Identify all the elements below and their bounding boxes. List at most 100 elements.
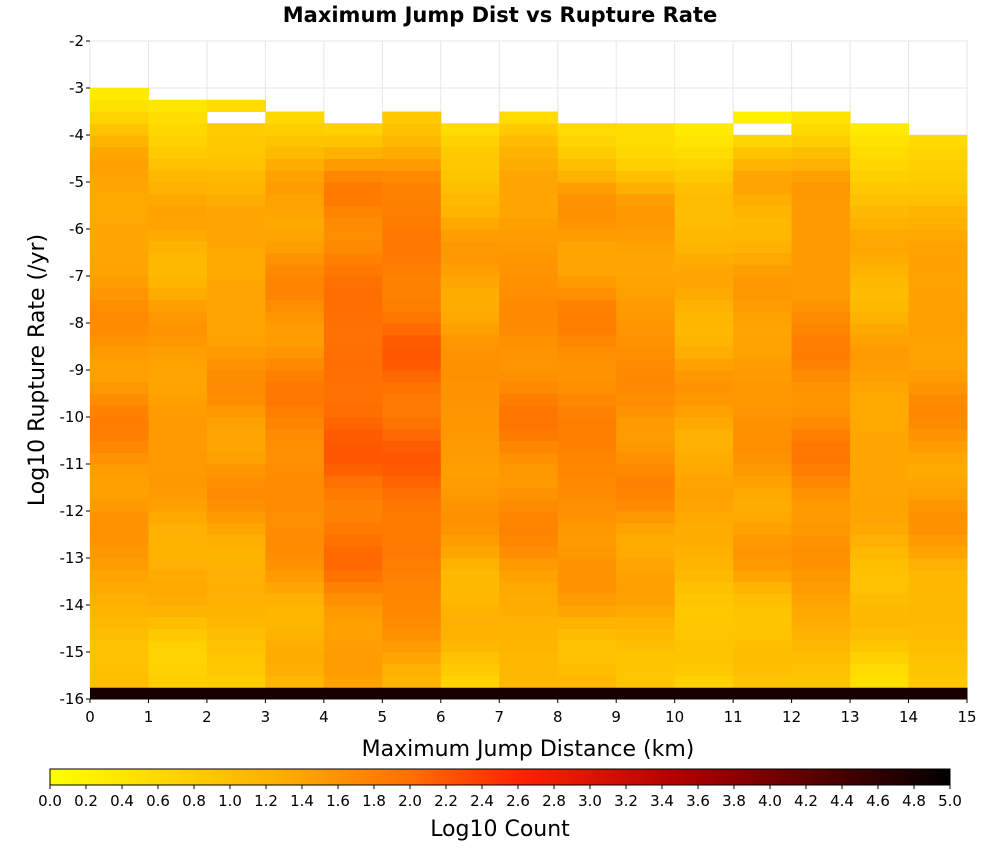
heatmap-cell [791,276,851,289]
heatmap-cell [557,593,617,606]
heatmap-cell [674,334,734,347]
heatmap-cell [148,581,208,594]
heatmap-cell [674,170,734,183]
heatmap-cell [850,487,910,500]
heatmap-cell [148,252,208,265]
heatmap-cell [382,487,442,500]
heatmap-cell [265,346,325,359]
heatmap-cell [265,487,325,500]
heatmap-cell [674,405,734,418]
heatmap-cell [733,440,793,453]
colorbar-tick-label-8: 1.6 [326,792,350,810]
heatmap-cell [674,123,734,136]
heatmap-cell [265,663,325,676]
heatmap-cell [616,217,676,230]
heatmap-cell [323,593,383,606]
heatmap-cell [148,640,208,653]
heatmap-cell [557,464,617,477]
heatmap-cell [90,687,149,700]
colorbar-tick-label-6: 1.2 [254,792,278,810]
heatmap-cell [616,687,676,700]
heatmap-cell [850,334,910,347]
heatmap-cell [674,381,734,394]
heatmap-cell [908,358,968,371]
heatmap-cell [557,252,617,265]
heatmap-cell [733,522,793,535]
heatmap-cell [908,534,968,547]
heatmap-cell [674,287,734,300]
heatmap-cell [616,652,676,665]
colorbar [49,768,951,786]
heatmap-cell [674,135,734,148]
heatmap-cell [440,170,500,183]
heatmap-cell [616,569,676,582]
colorbar-tick-label-7: 1.4 [290,792,314,810]
heatmap-cell [206,558,266,571]
heatmap-cell [382,417,442,430]
heatmap-cell [206,546,266,559]
heatmap-cell [323,334,383,347]
heatmap-cell [148,605,208,618]
heatmap-cell [90,393,149,406]
heatmap-cell [382,123,442,136]
heatmap-cell [674,616,734,629]
heatmap-cell [616,511,676,524]
heatmap-cell [791,381,851,394]
heatmap-cell [206,581,266,594]
y-tick-label-10: -12 [60,502,85,520]
heatmap-cell [733,581,793,594]
heatmap-cell [90,616,149,629]
heatmap-cell [616,146,676,159]
heatmap-cell [90,381,149,394]
x-tick-label-2: 2 [202,708,212,726]
heatmap-cell [323,299,383,312]
heatmap-cell [733,323,793,336]
heatmap-cell [674,640,734,653]
heatmap-cell [382,311,442,324]
heatmap-cell [206,370,266,383]
heatmap-cell [908,346,968,359]
heatmap-cell [850,276,910,289]
heatmap-cell [733,311,793,324]
colorbar-tick-label-12: 2.4 [470,792,494,810]
heatmap-cell [90,229,149,242]
heatmap-cell [733,240,793,253]
heatmap-cell [148,111,208,124]
heatmap-cell [616,581,676,594]
heatmap-cell [323,499,383,512]
heatmap-cell [791,616,851,629]
heatmap-cell [499,323,559,336]
heatmap-cell [265,511,325,524]
heatmap-cell [440,193,500,206]
x-tick-label-14: 14 [899,708,918,726]
heatmap-cell [674,311,734,324]
colorbar-tick-label-22: 4.4 [830,792,854,810]
heatmap-cell [557,299,617,312]
heatmap-cell [323,605,383,618]
heatmap-cell [850,135,910,148]
heatmap-cell [616,546,676,559]
heatmap-cell [791,311,851,324]
heatmap-cell [850,593,910,606]
heatmap-cell [850,464,910,477]
heatmap-cell [90,205,149,218]
heatmap-cell [265,652,325,665]
heatmap-cell [382,334,442,347]
heatmap-cell [908,499,968,512]
heatmap-cell [850,640,910,653]
heatmap-cell [616,205,676,218]
heatmap-cell [148,593,208,606]
heatmap-cell [908,593,968,606]
heatmap-cell [908,663,968,676]
heatmap-cell [616,475,676,488]
heatmap-cell [616,299,676,312]
heatmap-cell [733,687,793,700]
heatmap-cell [733,475,793,488]
heatmap-cell [206,499,266,512]
heatmap-cell [90,264,149,277]
heatmap-cell [265,428,325,441]
heatmap-cell [265,193,325,206]
heatmap-cell [850,217,910,230]
heatmap-cell [206,569,266,582]
heatmap-cell [557,652,617,665]
